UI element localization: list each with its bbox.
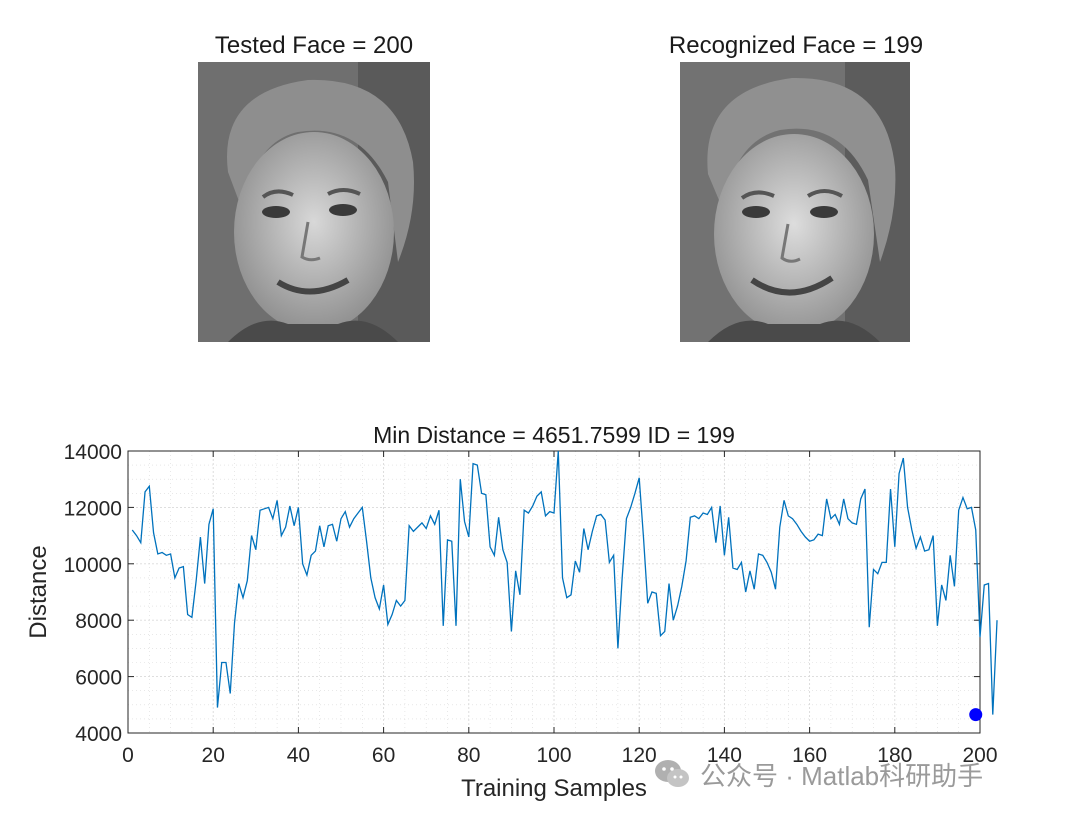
x-axis-label: Training Samples [461, 775, 647, 802]
y-tick-label: 10000 [64, 554, 122, 577]
chart-ticks: 0 20 40 60 80 100 120 140 160 180 200 4000 6000 8000 1… [64, 441, 998, 767]
x-tick-label: 180 [877, 744, 912, 767]
chart-grid [127, 450, 981, 734]
x-tick-label: 80 [457, 744, 480, 767]
x-tick-label: 40 [287, 744, 310, 767]
watermark-text: 公众号 · Matlab科研助手 [700, 760, 984, 791]
min-distance-marker [969, 708, 983, 722]
x-tick-label: 0 [122, 744, 134, 767]
y-tick-label: 8000 [75, 610, 122, 633]
x-tick-label: 120 [622, 744, 657, 767]
y-tick-label: 12000 [64, 497, 122, 520]
x-tick-label: 60 [372, 744, 395, 767]
x-tick-label: 140 [707, 744, 742, 767]
x-tick-label: 160 [792, 744, 827, 767]
y-tick-label: 6000 [75, 667, 122, 690]
distance-series-line [131, 450, 998, 715]
tested-face-title: Tested Face = 200 [214, 32, 414, 59]
y-axis-label: Distance [25, 545, 52, 638]
recognized-face-image [680, 62, 910, 342]
watermark: 公众号 · Matlab科研助手 [652, 754, 983, 794]
y-tick-label: 4000 [75, 723, 122, 746]
recognized-face-title: Recognized Face = 199 [668, 32, 924, 59]
y-tick-label: 14000 [64, 441, 122, 464]
x-tick-label: 200 [962, 744, 997, 767]
wechat-icon [655, 760, 689, 787]
x-tick-label: 20 [202, 744, 225, 767]
tested-face-image [198, 62, 430, 342]
chart-title: Min Distance = 4651.7599 ID = 199 [373, 422, 735, 448]
x-tick-label: 100 [536, 744, 571, 767]
